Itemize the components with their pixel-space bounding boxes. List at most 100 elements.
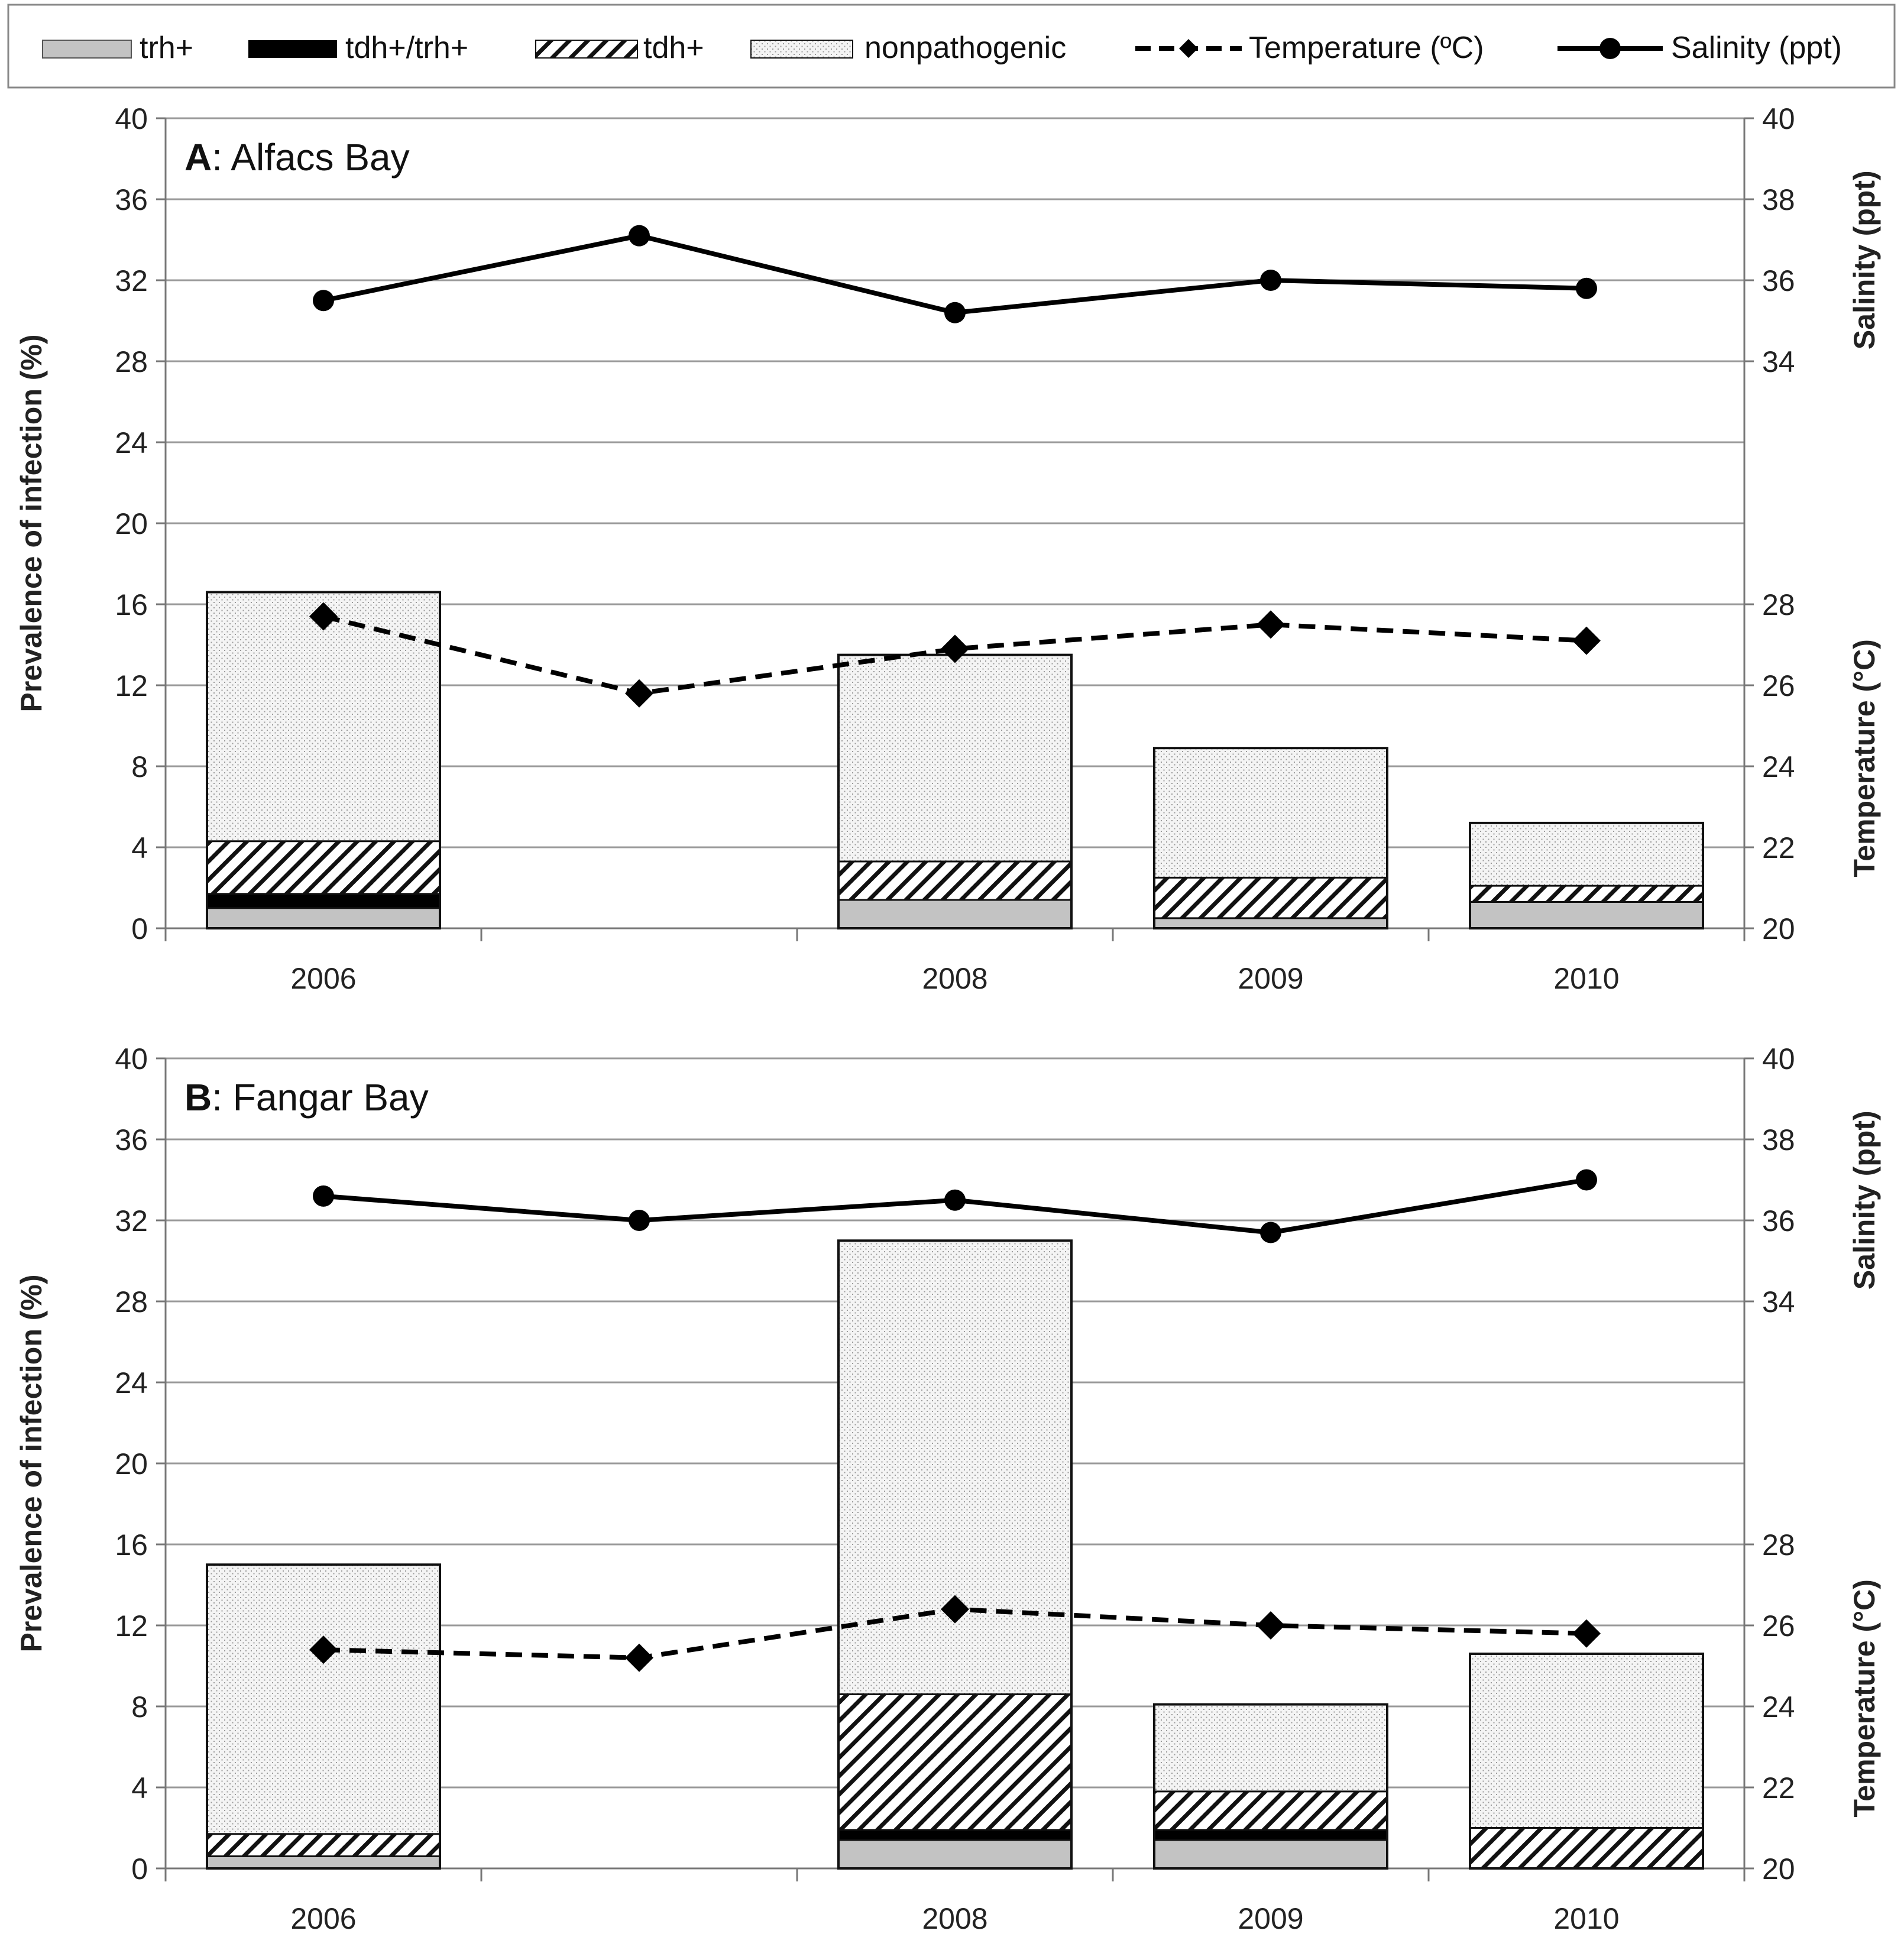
temperature-tick-label: 22 xyxy=(1762,1771,1795,1805)
bar-segment-trh xyxy=(1154,918,1387,928)
salinity-tick-label: 36 xyxy=(1762,1204,1795,1238)
legend-label-tdh-trh: tdh+/trh+ xyxy=(345,31,468,65)
salinity-tick-label: 34 xyxy=(1762,345,1795,378)
salinity-point xyxy=(629,225,650,247)
left-tick-label: 0 xyxy=(131,1852,148,1886)
left-tick-label: 12 xyxy=(115,1609,148,1643)
x-tick-label: 2009 xyxy=(1238,962,1303,995)
temperature-point xyxy=(625,679,653,708)
salinity-tick-label: 40 xyxy=(1762,1042,1795,1076)
temperature-point xyxy=(1572,1619,1601,1648)
x-tick-label: 2008 xyxy=(922,1902,987,1935)
salinity-tick-label: 38 xyxy=(1762,183,1795,216)
x-tick-label: 2009 xyxy=(1238,1902,1303,1935)
temperature-point xyxy=(309,1635,338,1664)
salinity-tick-label: 38 xyxy=(1762,1123,1795,1157)
salinity-point xyxy=(1576,277,1597,299)
bar-segment-nonpathogenic xyxy=(838,1240,1071,1695)
legend-swatch-tdh-trh xyxy=(248,40,337,58)
temperature-tick-label: 22 xyxy=(1762,831,1795,864)
legend-swatch-tdh xyxy=(535,40,638,59)
bar-segment-trh xyxy=(207,1856,440,1868)
panel-title-name: : Alfacs Bay xyxy=(212,136,409,179)
bar-outline xyxy=(1469,821,1704,930)
panel-title-name: : Fangar Bay xyxy=(212,1076,428,1119)
bar-segment-nonpathogenic xyxy=(838,655,1071,861)
bar-segment-trh xyxy=(1154,1840,1387,1868)
left-tick-label: 24 xyxy=(115,1366,148,1400)
temperature-axis-label: Temperature (°C) xyxy=(1848,639,1881,877)
left-tick-label: 8 xyxy=(131,1690,148,1724)
bar-outline xyxy=(1153,747,1388,930)
salinity-point xyxy=(313,290,334,312)
temperature-tick-label: 20 xyxy=(1762,912,1795,945)
salinity-point xyxy=(944,1189,966,1211)
left-tick-label: 8 xyxy=(131,750,148,783)
temperature-point xyxy=(941,1595,969,1624)
bar-segment-trh xyxy=(207,908,440,928)
temperature-tick-label: 20 xyxy=(1762,1852,1795,1886)
temperature-point xyxy=(941,634,969,663)
left-tick-label: 24 xyxy=(115,426,148,459)
temperature-tick-label: 24 xyxy=(1762,1690,1795,1724)
temperature-point xyxy=(1257,610,1285,639)
bar-segment-tdh xyxy=(1470,1828,1703,1868)
bar-segment-tdh xyxy=(1470,886,1703,902)
panel-title: A: Alfacs Bay xyxy=(184,136,410,179)
temperature-tick-label: 26 xyxy=(1762,1609,1795,1643)
panel-title-letter: B xyxy=(184,1076,212,1119)
bar-outline xyxy=(1153,1703,1388,1870)
legend: trh+ tdh+/trh+ tdh+ nonpathogenic Temper… xyxy=(7,4,1896,89)
x-tick-label: 2010 xyxy=(1553,962,1619,995)
bar-segment-tdh-trh xyxy=(1154,1829,1387,1841)
bar-outline xyxy=(837,1239,1073,1870)
salinity-axis-label: Salinity (ppt) xyxy=(1848,1110,1881,1290)
temperature-tick-label: 28 xyxy=(1762,588,1795,621)
left-tick-label: 28 xyxy=(115,1285,148,1319)
x-tick-label: 2006 xyxy=(290,962,356,995)
salinity-tick-label: 34 xyxy=(1762,1285,1795,1319)
bar-segment-tdh xyxy=(1154,1791,1387,1830)
salinity-point xyxy=(629,1210,650,1231)
bar-segment-nonpathogenic xyxy=(207,1564,440,1834)
left-tick-label: 16 xyxy=(115,1528,148,1562)
bar-segment-tdh xyxy=(838,1694,1071,1830)
salinity-line xyxy=(323,233,1587,315)
bar-segment-trh xyxy=(838,1840,1071,1868)
left-axis-label: Prevalence of infection (%) xyxy=(15,1274,48,1652)
legend-swatch-trh xyxy=(42,40,132,59)
salinity-tick-label: 36 xyxy=(1762,264,1795,297)
panel-title: B: Fangar Bay xyxy=(184,1076,429,1119)
bar-segment-nonpathogenic xyxy=(1470,1653,1703,1828)
legend-swatch-temperature-marker xyxy=(1179,39,1198,58)
bar-segment-tdh xyxy=(207,1834,440,1857)
bar-segment-tdh xyxy=(1154,877,1387,918)
temperature-line xyxy=(323,614,1587,696)
left-tick-label: 0 xyxy=(131,912,148,945)
bar-segment-trh xyxy=(838,900,1071,928)
left-tick-label: 16 xyxy=(115,588,148,621)
bar-segment-trh xyxy=(1470,902,1703,928)
bar-segment-tdh xyxy=(838,861,1071,901)
x-tick-label: 2010 xyxy=(1553,1902,1619,1935)
salinity-tick-label: 40 xyxy=(1762,102,1795,135)
panel-b: 0 4 8 12 16 20 24 28 32 36 40 34 36 38 40 20 22 24 26 28 200… xyxy=(15,1042,1881,1935)
left-tick-label: 28 xyxy=(115,345,148,378)
temperature-tick-label: 28 xyxy=(1762,1528,1795,1562)
bar-outline xyxy=(206,591,441,929)
left-tick-label: 40 xyxy=(115,102,148,135)
bar-segment-tdh-trh xyxy=(838,1829,1071,1841)
temperature-tick-label: 26 xyxy=(1762,669,1795,702)
legend-label-tdh: tdh+ xyxy=(643,31,704,65)
left-tick-label: 12 xyxy=(115,669,148,702)
salinity-point xyxy=(944,302,966,323)
legend-swatch-nonpathogenic xyxy=(750,40,853,59)
bar-segment-tdh xyxy=(207,841,440,894)
temperature-tick-label: 24 xyxy=(1762,750,1795,783)
legend-label-nonpathogenic: nonpathogenic xyxy=(864,31,1066,65)
left-tick-label: 36 xyxy=(115,183,148,216)
bar-segment-nonpathogenic xyxy=(1470,822,1703,886)
temperature-axis-label: Temperature (°C) xyxy=(1848,1579,1881,1817)
legend-label-salinity: Salinity (ppt) xyxy=(1671,31,1842,65)
